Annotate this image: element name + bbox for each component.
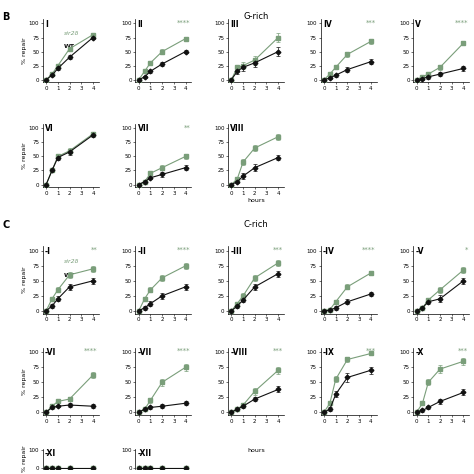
Text: IV: IV <box>323 19 331 28</box>
Text: -II: -II <box>137 247 146 256</box>
Text: -VIII: -VIII <box>230 348 247 357</box>
Text: VI: VI <box>45 125 54 134</box>
Text: ****: **** <box>455 19 468 26</box>
Text: sir2δ: sir2δ <box>64 259 80 264</box>
Text: III: III <box>230 19 239 28</box>
Text: ****: **** <box>84 348 98 354</box>
Text: ****: **** <box>177 247 190 253</box>
Text: -XI: -XI <box>45 449 56 458</box>
Y-axis label: % repair: % repair <box>22 368 27 395</box>
Text: -VI: -VI <box>45 348 56 357</box>
Y-axis label: % repair: % repair <box>22 446 27 473</box>
Text: ****: **** <box>362 247 375 253</box>
Text: ***: *** <box>273 348 283 354</box>
Text: ***: *** <box>365 348 375 354</box>
Text: **: ** <box>183 125 190 130</box>
Text: -IX: -IX <box>323 348 335 357</box>
Text: sir2δ: sir2δ <box>64 31 80 36</box>
Text: VII: VII <box>137 125 149 134</box>
Text: WT: WT <box>64 273 75 278</box>
Text: ***: *** <box>273 247 283 253</box>
Text: I: I <box>45 19 48 28</box>
Text: -I: -I <box>45 247 51 256</box>
Y-axis label: % repair: % repair <box>22 142 27 169</box>
Text: G-rich: G-rich <box>243 12 269 21</box>
Text: -VII: -VII <box>137 348 152 357</box>
Text: -III: -III <box>230 247 242 256</box>
Text: ***: *** <box>365 19 375 26</box>
X-axis label: hours: hours <box>247 198 265 203</box>
Text: hours: hours <box>247 447 265 453</box>
Text: C: C <box>2 220 9 230</box>
Text: WT: WT <box>64 44 75 48</box>
Text: -IV: -IV <box>323 247 335 256</box>
Text: -V: -V <box>415 247 424 256</box>
Y-axis label: % repair: % repair <box>22 266 27 293</box>
Text: ***: *** <box>458 348 468 354</box>
Text: -X: -X <box>415 348 424 357</box>
Text: ****: **** <box>177 19 190 26</box>
Text: -XII: -XII <box>137 449 152 458</box>
Text: C-rich: C-rich <box>244 220 268 229</box>
Text: VIII: VIII <box>230 125 245 134</box>
Text: V: V <box>415 19 421 28</box>
Text: II: II <box>137 19 143 28</box>
Text: *: * <box>465 247 468 253</box>
Text: ****: **** <box>177 348 190 354</box>
Text: B: B <box>2 12 10 22</box>
Y-axis label: % repair: % repair <box>22 37 27 64</box>
Text: **: ** <box>91 247 98 253</box>
